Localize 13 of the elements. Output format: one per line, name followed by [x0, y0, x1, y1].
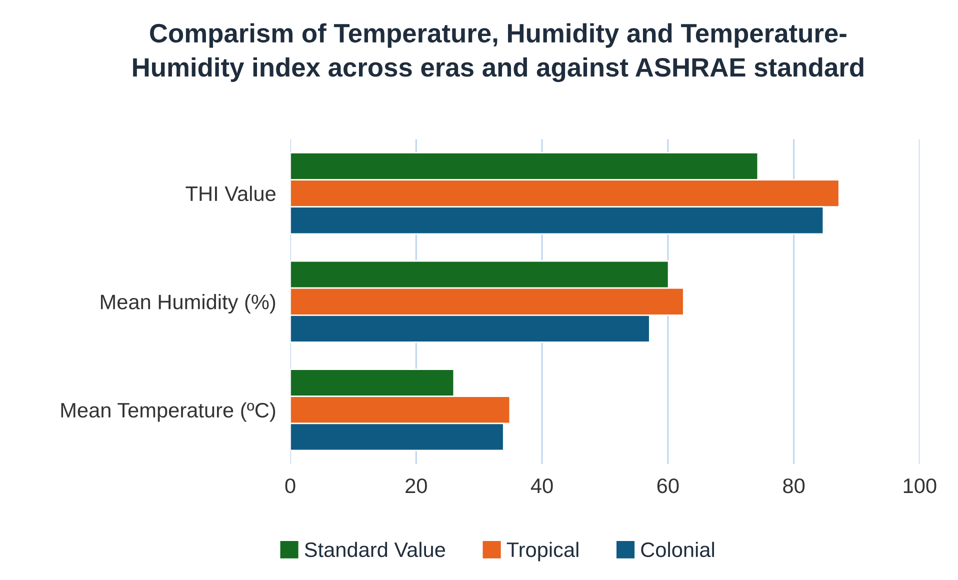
- x-tick-label: 0: [285, 478, 296, 494]
- chart-title: Comparism of Temperature, Humidity and Temperature- Humidity index across eras and against ASHRAE standard: [133, 23, 864, 82]
- y-tick-label: Mean Temperature (ºC): [61, 402, 276, 422]
- x-tick-label: 80: [783, 478, 805, 494]
- x-tick-label: 60: [657, 478, 679, 494]
- legend-label: Standard Value: [304, 542, 446, 558]
- legend-label: Tropical: [506, 542, 578, 562]
- y-tick-label: Mean Humidity (%): [100, 294, 276, 314]
- y-tick-label: THI Value: [186, 186, 276, 202]
- x-tick-label: 40: [530, 478, 553, 494]
- x-tick-label: 20: [406, 478, 427, 494]
- legend-label: Colonial: [641, 542, 714, 558]
- x-tick-label: 100: [904, 478, 936, 494]
